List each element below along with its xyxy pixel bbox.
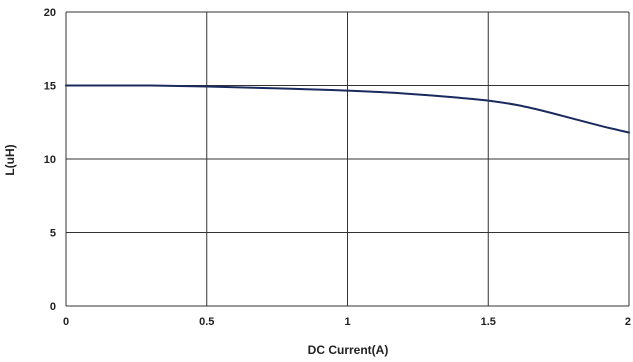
- x-axis-ticks: 0 0.5 1 1.5 2: [63, 316, 631, 328]
- y-tick-label: 5: [50, 228, 56, 240]
- y-axis-title: L(uH): [3, 144, 17, 175]
- x-axis-title: DC Current(A): [308, 343, 389, 357]
- y-tick-label: 15: [44, 81, 56, 93]
- plot-grid: [65, 11, 630, 307]
- y-axis-ticks: 0 5 10 15 20: [44, 7, 56, 313]
- x-tick-label: 1: [344, 316, 350, 328]
- y-tick-label: 0: [50, 301, 56, 313]
- x-tick-label: 2: [625, 316, 631, 328]
- y-tick-label: 10: [44, 154, 56, 166]
- x-tick-label: 1.5: [481, 316, 496, 328]
- series-layer: [65, 84, 630, 134]
- x-tick-label: 0.5: [199, 316, 214, 328]
- x-tick-label: 0: [63, 316, 69, 328]
- series-line: [65, 84, 630, 134]
- y-tick-label: 20: [44, 7, 56, 19]
